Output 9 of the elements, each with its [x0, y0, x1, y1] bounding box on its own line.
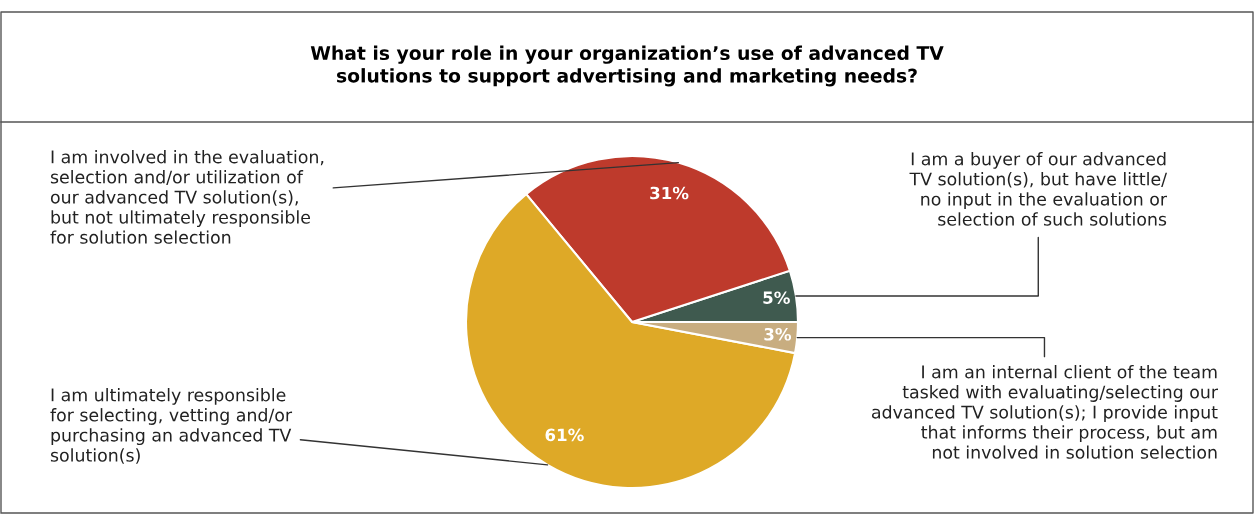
data-label: 3%: [764, 327, 792, 341]
slice-label: I am a buyer of our advanced TV solution(s), but have little/ no input in the evaluation or selection of such solutions: [909, 152, 1168, 226]
slice-label: I am involved in the evaluation, selection and/or utilization of our advanced TV solution(s), but not ultimately responsible for solution selection: [50, 150, 324, 244]
chart-title: What is your role in your organization’s use of advanced TV solutions to support advertising and marketing needs?: [310, 45, 944, 87]
data-label: 5%: [763, 291, 790, 304]
slice-label: I am an internal client of the team tasked with evaluating/selecting our advanced TV solution(s); I provide input that informs their process, but am not involved in solution selection: [871, 365, 1218, 459]
slice-label: I am ultimately responsible for selecting, vetting and/or purchasing an advanced TV solution(s): [50, 388, 293, 464]
data-label: 31%: [650, 186, 689, 200]
data-label: 61%: [545, 428, 584, 442]
